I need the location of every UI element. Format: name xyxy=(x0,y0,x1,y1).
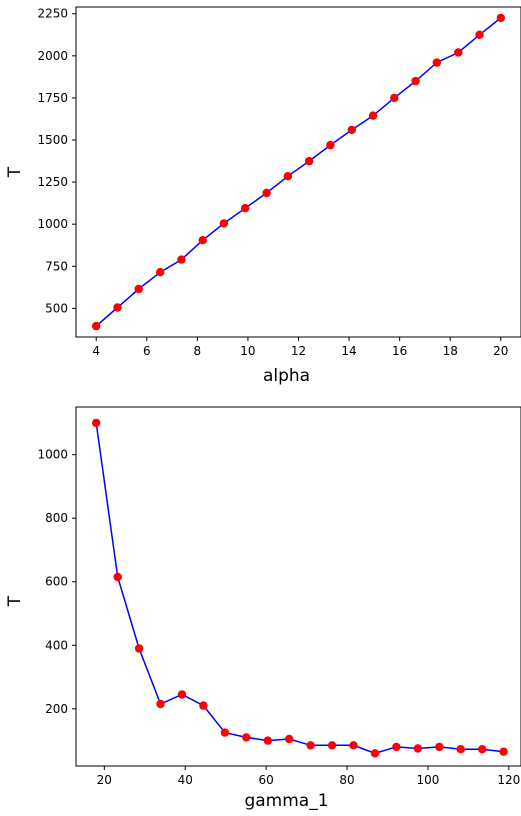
data-point xyxy=(219,219,229,228)
x-tick-label: 14 xyxy=(341,344,356,358)
data-point xyxy=(220,728,230,737)
y-tick-label: 600 xyxy=(45,575,68,589)
x-tick-label: 18 xyxy=(443,344,458,358)
y-tick-label: 1000 xyxy=(37,217,68,231)
data-point xyxy=(499,747,508,756)
data-point xyxy=(392,742,401,752)
y-tick-label: 400 xyxy=(45,638,68,652)
y-tick-label: 500 xyxy=(45,301,68,315)
axes-frame xyxy=(75,6,521,338)
data-point xyxy=(242,733,251,742)
data-point xyxy=(156,699,165,709)
y-tick-label: 2000 xyxy=(37,49,68,63)
y-axis-label: T xyxy=(5,595,25,607)
plot-gamma-1: 20 40 60 80 100 120 200 400 600 800 1000 gamma_1 T xyxy=(5,406,521,811)
x-tick-label: 10 xyxy=(240,344,255,358)
y-tick-label: 1000 xyxy=(37,448,68,462)
data-point xyxy=(198,236,207,245)
plot-alpha: 4 6 8 10 12 14 16 18 20 500 750 1000 1250 1500 1750 200… xyxy=(5,6,521,386)
data-point xyxy=(283,172,293,181)
data-point xyxy=(411,76,420,86)
data-point xyxy=(478,745,487,754)
data-point xyxy=(475,30,484,39)
x-tick-label: 4 xyxy=(92,344,100,358)
data-point xyxy=(113,303,122,312)
y-tick-label: 1250 xyxy=(37,175,68,189)
y-tick-label: 1750 xyxy=(37,91,68,105)
data-point xyxy=(413,744,422,753)
data-point xyxy=(347,125,356,135)
data-point xyxy=(368,111,378,120)
x-tick-label: 100 xyxy=(417,773,440,787)
x-tick-label: 80 xyxy=(339,773,354,787)
data-point xyxy=(285,734,294,744)
y-tick-label: 1500 xyxy=(37,133,68,147)
x-tick-label: 8 xyxy=(194,344,202,358)
data-point xyxy=(432,58,441,67)
x-tick-label: 40 xyxy=(178,773,193,787)
data-point xyxy=(306,741,315,750)
x-axis-label: alpha xyxy=(263,366,310,386)
data-point xyxy=(390,93,399,103)
data-point xyxy=(326,140,335,150)
y-tick-label: 750 xyxy=(45,259,68,273)
x-tick-label: 6 xyxy=(143,344,151,358)
data-point xyxy=(349,741,358,750)
axes-frame xyxy=(75,406,521,767)
data-point xyxy=(263,736,272,745)
data-point xyxy=(496,13,505,23)
data-point xyxy=(134,644,144,653)
x-axis-label: gamma_1 xyxy=(244,791,328,811)
x-tick-label: 20 xyxy=(97,773,112,787)
data-point xyxy=(92,418,101,428)
data-point xyxy=(241,204,250,213)
y-tick-label: 800 xyxy=(45,511,68,525)
x-tick-label: 12 xyxy=(291,344,306,358)
data-point xyxy=(199,701,208,710)
x-tick-label: 60 xyxy=(258,773,273,787)
data-point xyxy=(156,268,165,277)
data-point xyxy=(327,741,337,750)
data-point xyxy=(177,255,186,264)
data-point xyxy=(177,690,187,699)
data-point xyxy=(92,321,101,331)
x-tick-label: 120 xyxy=(497,773,520,787)
x-tick-label: 16 xyxy=(392,344,407,358)
y-axis-label: T xyxy=(5,166,25,178)
data-point xyxy=(304,156,314,166)
y-tick-label: 2250 xyxy=(37,7,68,21)
data-point xyxy=(370,749,380,758)
data-point xyxy=(262,188,271,198)
y-tick-label: 200 xyxy=(45,702,68,716)
x-tick-label: 20 xyxy=(493,344,508,358)
data-point xyxy=(134,284,143,294)
data-point xyxy=(113,572,122,582)
data-point xyxy=(435,742,444,752)
data-point xyxy=(454,48,463,57)
data-point xyxy=(456,745,465,754)
